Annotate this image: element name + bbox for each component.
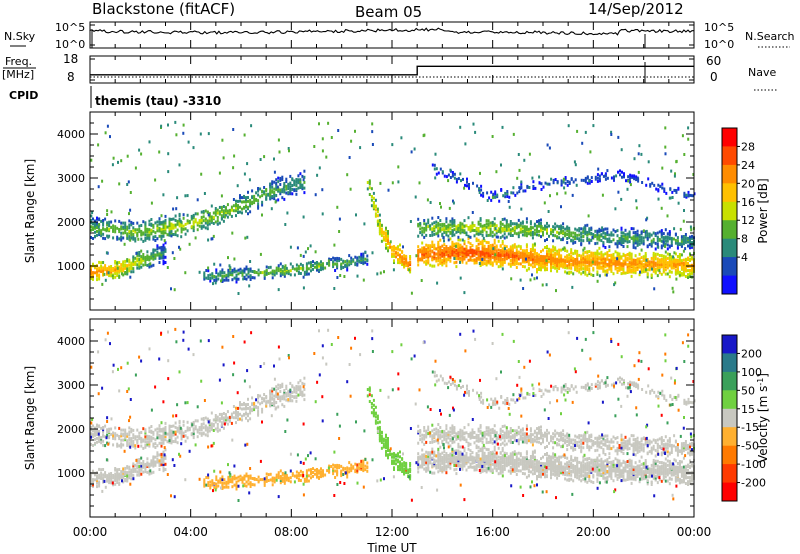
- y-tick-label: 4000: [57, 335, 85, 348]
- colorbar-tick-label: 28: [741, 140, 755, 153]
- nsky-series-line: [89, 27, 694, 36]
- y-tick-label: 1000: [57, 260, 85, 273]
- noise-tick-high-left: 10^5: [55, 21, 85, 34]
- x-tick-label: 00:00: [677, 525, 712, 539]
- nave-tick-high: 60: [706, 54, 721, 68]
- colorbar-tick-label: 24: [741, 159, 755, 172]
- noise-tick-low-right: 10^0: [704, 38, 734, 51]
- x-tick-label: 00:00: [73, 525, 108, 539]
- colorbar-tick-label: 4: [741, 251, 748, 264]
- nsky-label: N.Sky: [4, 30, 36, 43]
- power-heatmap: [90, 120, 696, 295]
- freq-tick-high: 18: [63, 52, 78, 66]
- noise-tick-high-right: 10^5: [704, 21, 734, 34]
- cpid-label: CPID: [9, 89, 38, 102]
- nsearch-label: N.Search: [745, 30, 795, 43]
- colorbar-tick-label: -100: [741, 458, 766, 471]
- noise-tick-low-left: 10^0: [55, 38, 85, 51]
- freq-ticks: [90, 58, 694, 81]
- freq-series-line: [90, 65, 694, 76]
- x-tick-label: 16:00: [475, 525, 510, 539]
- colorbar-tick-label: -15: [741, 421, 759, 434]
- colorbar-tick-label: 200: [741, 347, 762, 360]
- x-tick-label: 12:00: [375, 525, 410, 539]
- colorbar-tick-label: -50: [741, 440, 759, 453]
- y-tick-label: 1000: [57, 467, 85, 480]
- noise-ticks: [90, 24, 694, 46]
- colorbar-tick-label: 8: [741, 233, 748, 246]
- nave-tick-low: 0: [710, 70, 718, 84]
- x-tick-label: 04:00: [173, 525, 208, 539]
- velocity-y-axis: 1000 2000 3000 4000: [57, 318, 694, 518]
- power-colorbar-label: Power [dB]: [756, 178, 770, 243]
- x-tick-label: 20:00: [576, 525, 611, 539]
- y-tick-label: 2000: [57, 216, 85, 229]
- power-colorbar: 28 24 20 16 12 8 4: [721, 127, 755, 295]
- time-x-axis: 00:00 04:00 08:00 12:00 16:00 20:00 00:00: [73, 22, 712, 539]
- time-axis-label: Time UT: [366, 541, 417, 554]
- colorbar-tick-label: 15: [741, 403, 755, 416]
- y-tick-label: 3000: [57, 379, 85, 392]
- y-tick-label: 4000: [57, 128, 85, 141]
- velocity-colorbar-label: Velocity [m s-1]: [756, 373, 770, 463]
- y-tick-label: 2000: [57, 423, 85, 436]
- colorbar-tick-label: 20: [741, 177, 755, 190]
- colorbar-tick-label: -200: [741, 477, 766, 490]
- velocity-heatmap: [90, 327, 696, 502]
- freq-label-bottom: [MHz]: [2, 68, 34, 81]
- colorbar-tick-label: 100: [741, 366, 762, 379]
- power-ylabel: Slant Range [km]: [23, 159, 37, 263]
- power-panel-frame: [89, 111, 695, 311]
- velocity-panel-frame: [89, 318, 695, 518]
- date-title: 14/Sep/2012: [588, 0, 684, 18]
- colorbar-tick-label: 50: [741, 384, 755, 397]
- x-tick-label: 08:00: [274, 525, 309, 539]
- freq-label-top: Freq.: [5, 55, 32, 68]
- colorbar-tick-label: 16: [741, 196, 755, 209]
- freq-tick-low: 8: [67, 70, 75, 84]
- nave-label: Nave: [748, 66, 776, 79]
- colorbar-tick-label: 12: [741, 214, 755, 227]
- station-title: Blackstone (fitACF): [92, 0, 235, 18]
- velocity-ylabel: Slant Range [km]: [23, 366, 37, 470]
- beam-title: Beam 05: [355, 3, 422, 21]
- power-y-axis: 1000 2000 3000 4000: [57, 111, 694, 311]
- y-tick-label: 3000: [57, 172, 85, 185]
- velocity-colorbar: 200 100 50 15 -15 -50 -100 -200: [721, 334, 766, 502]
- cpid-text: themis (tau) -3310: [95, 94, 221, 108]
